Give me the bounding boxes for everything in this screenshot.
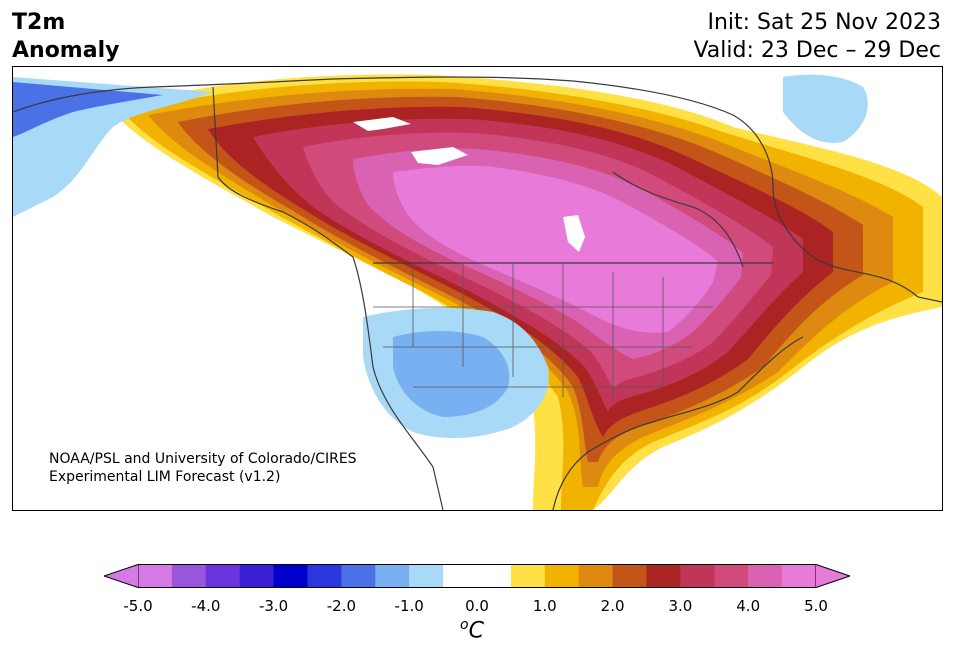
coastlines [13,76,942,510]
credit-text: NOAA/PSL and University of Colorado/CIRE… [49,450,357,486]
colorbar-tick-label: -5.0 [123,597,153,615]
colorbar-cell [341,564,376,588]
unit-base: C [468,618,484,644]
colorbar-cell [477,564,512,588]
white-patch-1 [353,117,411,131]
title-line-2: Anomaly [12,38,120,63]
colorbar-cell [714,564,749,588]
unit-superscript: o [460,617,469,633]
colorbar-cell [239,564,275,588]
colorbar-cell [544,564,580,588]
colorbar-tick-label: -3.0 [258,597,289,615]
colorbar-high-extend [815,564,850,588]
colorbar [104,564,850,588]
warm-contour-9 [393,165,718,333]
valid-date: Valid: 23 Dec – 29 Dec [693,38,941,63]
colorbar-cell [138,564,173,588]
cool-region-southwest-inner [393,331,510,417]
colorbar-tick-label: 5.0 [804,597,828,615]
colorbar-cells [138,564,817,588]
forecast-dates: Init: Sat 25 Nov 2023 Valid: 23 Dec – 29… [693,9,941,65]
map-title: T2m Anomaly [12,9,119,65]
colorbar-tick-label: 1.0 [532,597,557,615]
colorbar-tick-label: -4.0 [191,597,221,615]
colorbar-cell [680,564,715,588]
cool-region-alaska-inner [13,82,163,137]
colorbar-tick-label: -2.0 [326,597,357,615]
colorbar-cell [782,564,817,588]
state-borders [373,263,713,397]
colorbar-cell [273,564,308,588]
colorbar-unit: oC [460,617,484,643]
colorbar-low-extend [104,564,139,588]
colorbar-cell [409,564,444,588]
colorbar-cell [171,564,207,588]
colorbar-cell [375,564,410,588]
init-date: Init: Sat 25 Nov 2023 [707,10,941,35]
colorbar-tick-label: 4.0 [736,597,761,615]
anomaly-map [12,66,943,511]
colorbar-tick-label: 2.0 [600,597,625,615]
title-line-1: T2m [12,10,66,35]
credit-line-2: Experimental LIM Forecast (v1.2) [49,469,281,485]
colorbar-tick-label: 0.0 [465,597,489,615]
colorbar-cell [443,564,478,588]
white-patch-2 [411,147,468,165]
colorbar-cell [748,564,783,588]
cool-region-greenland [783,74,868,143]
colorbar-ticks: -5.0 -4.0 -3.0 -2.0 -1.0 0.0 1.0 2.0 3.0 4.0 5.0 [0,597,953,617]
colorbar-tick-label: -1.0 [394,597,424,615]
colorbar-tick-label: 3.0 [668,597,693,615]
white-patch-3 [563,215,585,252]
colorbar-cell [205,564,241,588]
colorbar-cell [510,564,546,588]
credit-line-1: NOAA/PSL and University of Colorado/CIRE… [49,451,357,467]
anomaly-map-svg [13,74,942,510]
colorbar-cell [646,564,681,588]
colorbar-cell [307,564,342,588]
colorbar-cell [578,564,614,588]
colorbar-cell [612,564,647,588]
